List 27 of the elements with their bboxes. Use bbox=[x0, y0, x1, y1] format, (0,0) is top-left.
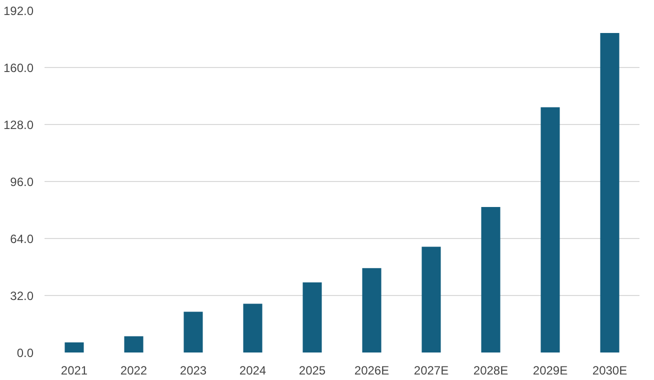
x-tick-label: 2028E bbox=[473, 364, 508, 378]
x-tick-label: 2021 bbox=[60, 364, 88, 378]
bar bbox=[302, 282, 322, 352]
y-tick-label: 160.0 bbox=[3, 61, 34, 75]
bar bbox=[362, 268, 382, 352]
x-tick-label: 2022 bbox=[120, 364, 148, 378]
y-tick-label: 32.0 bbox=[10, 289, 34, 303]
x-tick-label: 2029E bbox=[532, 364, 568, 378]
y-tick-label: 96.0 bbox=[10, 175, 34, 189]
bar bbox=[422, 246, 441, 352]
bar bbox=[481, 206, 500, 352]
y-tick-label: 0.0 bbox=[16, 346, 34, 360]
x-tick-label: 2026E bbox=[354, 364, 390, 378]
bar bbox=[600, 32, 620, 352]
bar bbox=[124, 336, 144, 352]
bar bbox=[243, 304, 262, 352]
y-tick-label: 64.0 bbox=[10, 232, 34, 246]
y-tick-label: 128.0 bbox=[3, 118, 34, 132]
x-tick-label: 2023 bbox=[180, 364, 207, 378]
x-tick-label: 2030E bbox=[592, 364, 628, 378]
bar bbox=[64, 342, 84, 352]
x-tick-label: 2024 bbox=[239, 364, 266, 378]
y-tick-label: 192.0 bbox=[3, 4, 34, 18]
x-tick-label: 2027E bbox=[414, 364, 449, 378]
bar bbox=[184, 312, 203, 352]
x-tick-label: 2025 bbox=[298, 364, 326, 378]
bar bbox=[540, 107, 560, 352]
